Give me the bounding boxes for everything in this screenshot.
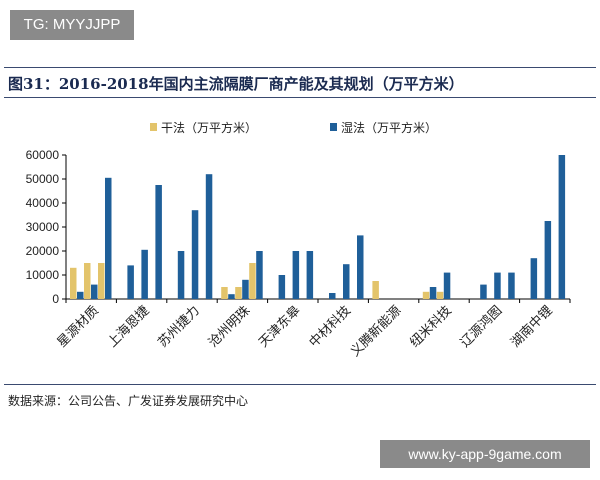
bar-wet [205, 174, 213, 299]
bar-dry [422, 291, 430, 299]
bar-wet [508, 272, 515, 299]
title-rule-bottom [4, 97, 596, 98]
source-note: 数据来源：公司公告、广发证券发展研究中心 [8, 394, 249, 408]
bar-wet [127, 265, 134, 299]
chart: 0 10000 20000 30000 40000 50000 60000 星源材质 上海恩捷苏… [26, 120, 571, 360]
bar-wet [242, 279, 249, 299]
y-tick-label: 10000 [26, 268, 60, 282]
x-tick-label: 沧州明珠 [205, 303, 253, 351]
legend-swatch [150, 123, 157, 131]
page-title: 图31：2016-2018年国内主流隔膜厂商产能及其规划（万平方米） [8, 75, 464, 93]
bar-wet [343, 264, 350, 299]
bar-wet [141, 249, 148, 299]
x-tick-label: 湖南中锂 [508, 303, 556, 351]
x-tick-label: 天津东皋 [256, 303, 303, 350]
bar-wet [530, 258, 538, 299]
x-tick-label: 中材科技 [307, 303, 354, 350]
y-tick-label: 60000 [26, 148, 60, 162]
bar-wet [77, 291, 84, 299]
bar-wet [228, 294, 235, 299]
legend-label: 干法（万平方米） [161, 120, 257, 135]
y-tick-label: 40000 [26, 196, 60, 210]
bar-wet [306, 251, 314, 299]
bar-wet [177, 251, 185, 299]
bar-dry [235, 287, 242, 299]
x-tick-label: 星源材质 [55, 303, 102, 350]
bar-wet [191, 210, 199, 299]
bar-dry [372, 281, 379, 299]
bar-wet [329, 293, 336, 299]
x-tick-label: 苏州捷力 [155, 303, 203, 351]
bar-wet [105, 177, 112, 299]
bar-wet [155, 185, 162, 299]
source-rule [4, 384, 596, 385]
bar-wet [292, 251, 300, 299]
x-tick-label: 上海恩捷 [105, 303, 152, 350]
legend-swatch [330, 123, 337, 131]
x-tick-label: 辽源鸿图 [457, 303, 505, 351]
bar-dry [436, 291, 444, 299]
x-tick-label: 纽米科技 [407, 303, 454, 350]
watermark-bottom: www.ky-app-9game.com [380, 440, 590, 468]
watermark-top: TG: MYYJJPP [10, 10, 134, 40]
bar-wet [278, 275, 286, 299]
bar-wet [357, 235, 364, 299]
bar-dry [98, 263, 105, 299]
y-tick-label: 50000 [26, 172, 60, 186]
bar-wet [558, 155, 566, 299]
title-rule-top [4, 67, 596, 68]
legend-label: 湿法（万平方米） [341, 120, 437, 135]
bar-dry [249, 263, 256, 299]
bar-dry [84, 263, 91, 299]
y-tick-label: 20000 [26, 244, 60, 258]
bar-wet [544, 221, 552, 299]
bar-dry [221, 287, 228, 299]
bar-wet [494, 272, 501, 299]
bar-wet [443, 272, 451, 299]
x-tick-label: 义腾新能源 [347, 303, 404, 360]
y-tick-label: 30000 [26, 220, 60, 234]
y-tick-label: 0 [52, 292, 59, 306]
bar-wet [429, 287, 437, 299]
bar-wet [256, 251, 263, 299]
bar-wet [91, 284, 98, 299]
bar-wet [480, 284, 487, 299]
bar-dry [70, 267, 77, 299]
